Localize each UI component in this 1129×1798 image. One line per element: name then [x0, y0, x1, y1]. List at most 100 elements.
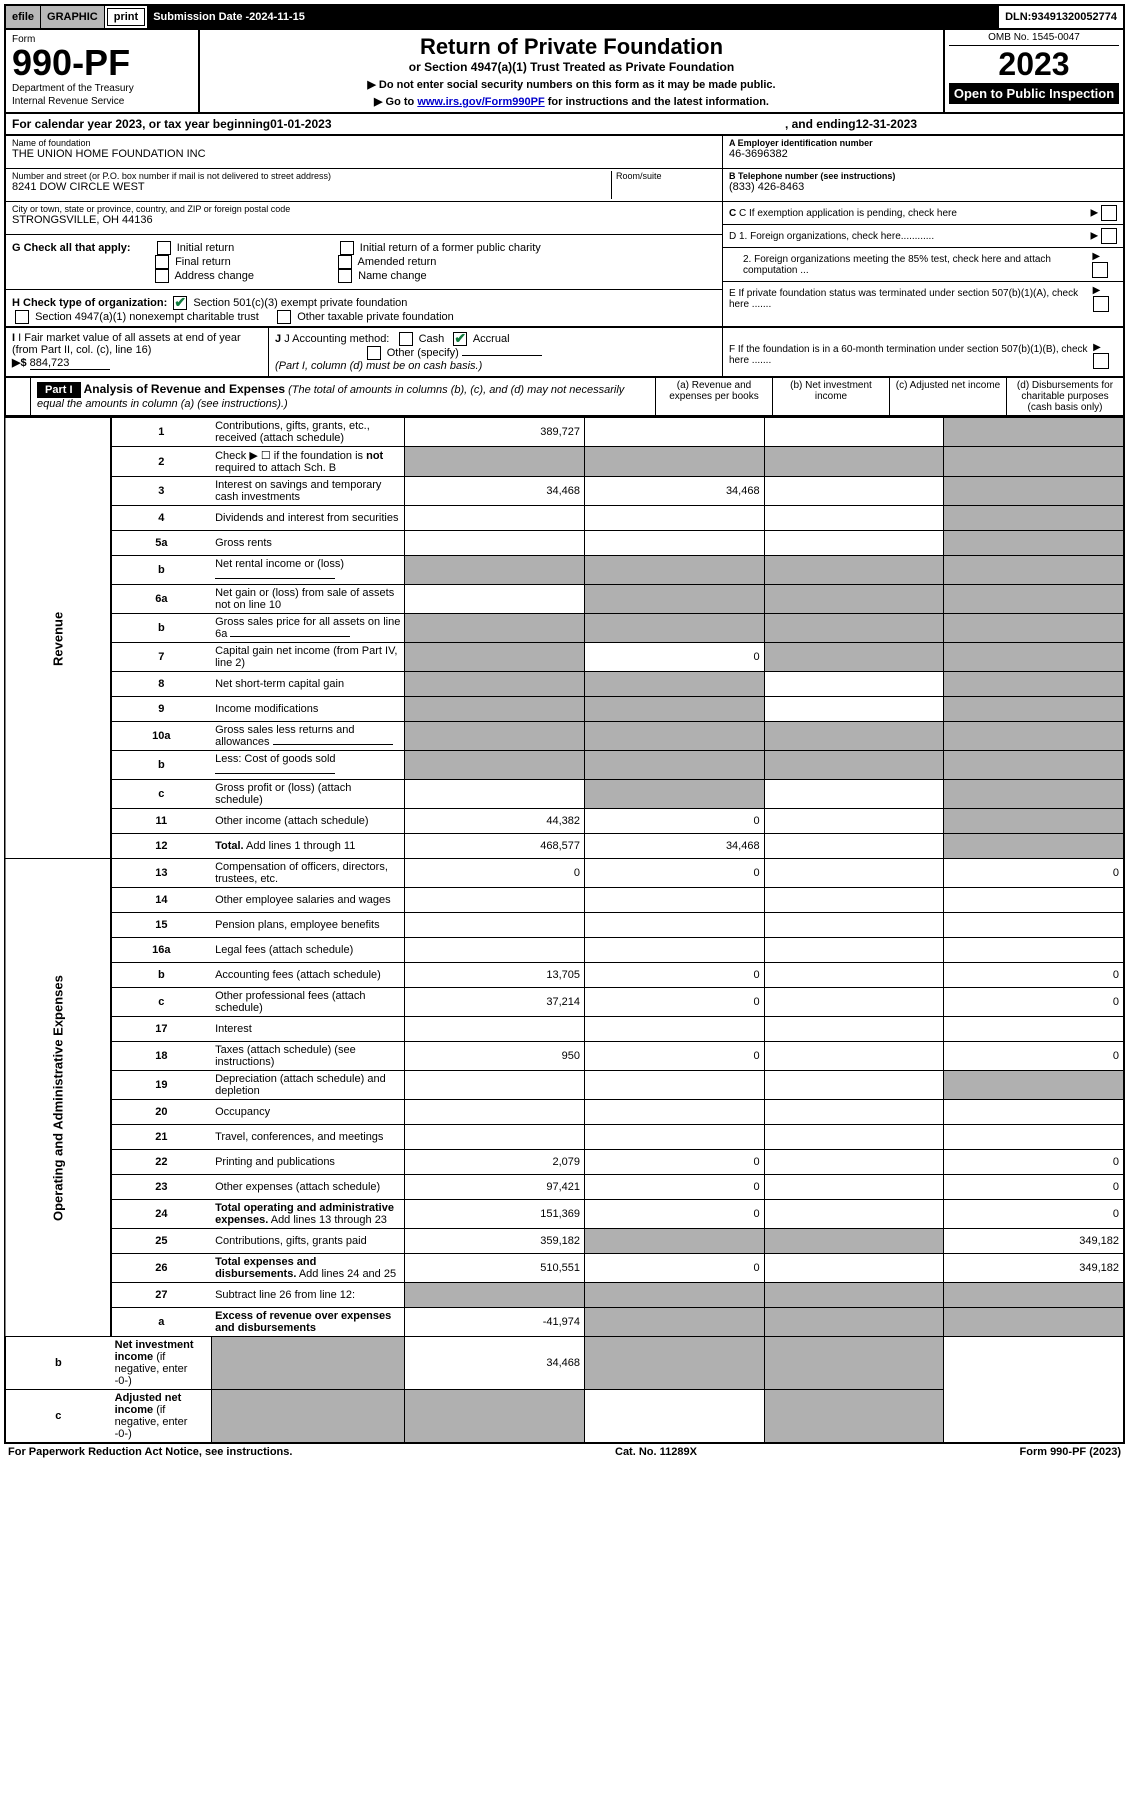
cell-c	[585, 1337, 765, 1390]
cell-a	[405, 531, 585, 556]
chk-c[interactable]	[1101, 205, 1117, 221]
dln-lbl: DLN:	[1005, 11, 1031, 23]
chk-initial-return[interactable]	[157, 241, 171, 255]
chk-other-taxable[interactable]	[277, 310, 291, 324]
cell-d: 0	[944, 1042, 1124, 1071]
g-opt-0: Initial return	[177, 242, 234, 254]
colhead-d: (d) Disbursements for charitable purpose…	[1006, 378, 1123, 415]
instr-link[interactable]: www.irs.gov/Form990PF	[417, 96, 544, 108]
cell-b	[585, 531, 765, 556]
chk-501c3[interactable]	[173, 296, 187, 310]
chk-4947[interactable]	[15, 310, 29, 324]
row-desc: Gross sales price for all assets on line…	[211, 614, 405, 643]
chk-d2[interactable]	[1092, 262, 1108, 278]
cell-d	[944, 809, 1124, 834]
c-lbl: C If exemption application is pending, c…	[739, 208, 957, 219]
row-desc: Interest	[211, 1017, 405, 1042]
row-desc: Contributions, gifts, grants, etc., rece…	[211, 418, 405, 447]
cell-a: 950	[405, 1042, 585, 1071]
cell-c	[764, 1100, 944, 1125]
cell-b	[585, 913, 765, 938]
submission-date: Submission Date - 2024-11-15	[147, 6, 999, 28]
chk-d1[interactable]	[1101, 228, 1117, 244]
cell-b: 34,468	[585, 834, 765, 859]
row-num: b	[111, 556, 211, 585]
chk-name-change[interactable]	[338, 269, 352, 283]
row-desc: Net gain or (loss) from sale of assets n…	[211, 585, 405, 614]
header-left: Form 990-PF Department of the Treasury I…	[6, 30, 200, 112]
cell-d	[944, 913, 1124, 938]
cell-c	[764, 1254, 944, 1283]
cell-b	[405, 1390, 585, 1444]
g-opt-1: Initial return of a former public charit…	[360, 242, 541, 254]
chk-e[interactable]	[1093, 296, 1109, 312]
row-desc: Depreciation (attach schedule) and deple…	[211, 1071, 405, 1100]
row-desc: Legal fees (attach schedule)	[211, 938, 405, 963]
cell-b	[585, 506, 765, 531]
calyear-end: 12-31-2023	[856, 117, 917, 131]
h-o2: Section 4947(a)(1) nonexempt charitable …	[35, 311, 259, 323]
cell-c	[764, 614, 944, 643]
cell-c	[764, 1308, 944, 1337]
cell-d	[944, 477, 1124, 506]
cell-a: 44,382	[405, 809, 585, 834]
d1-section: D 1. Foreign organizations, check here..…	[723, 225, 1123, 248]
row-desc: Dividends and interest from securities	[211, 506, 405, 531]
chk-final[interactable]	[155, 255, 169, 269]
footer-left: For Paperwork Reduction Act Notice, see …	[8, 1446, 292, 1458]
cell-d	[944, 1017, 1124, 1042]
cell-b	[585, 751, 765, 780]
row-desc: Interest on savings and temporary cash i…	[211, 477, 405, 506]
row-num: a	[111, 1308, 211, 1337]
chk-accrual[interactable]	[453, 332, 467, 346]
row-num: 22	[111, 1150, 211, 1175]
chk-addr-change[interactable]	[155, 269, 169, 283]
main-table: Revenue1Contributions, gifts, grants, et…	[4, 417, 1125, 1444]
cell-c	[764, 722, 944, 751]
cell-a	[405, 1017, 585, 1042]
graphic-label: GRAPHIC	[41, 6, 105, 28]
chk-other-method[interactable]	[367, 346, 381, 360]
chk-amended[interactable]	[338, 255, 352, 269]
row-num: c	[111, 780, 211, 809]
cell-a	[405, 780, 585, 809]
row-desc: Other employee salaries and wages	[211, 888, 405, 913]
e-section: E If private foundation status was termi…	[723, 282, 1123, 315]
cell-d	[764, 1337, 944, 1390]
efile-label: efile	[6, 6, 41, 28]
cell-d: 0	[944, 963, 1124, 988]
ij-left: I I Fair market value of all assets at e…	[6, 328, 723, 376]
cell-a	[405, 556, 585, 585]
cell-a	[405, 447, 585, 477]
addr-val: 8241 DOW CIRCLE WEST	[12, 181, 611, 193]
row-desc: Accounting fees (attach schedule)	[211, 963, 405, 988]
row-num: 27	[111, 1283, 211, 1308]
chk-initial-former[interactable]	[340, 241, 354, 255]
instr1: ▶ Do not enter social security numbers o…	[208, 78, 935, 91]
f-right: F If the foundation is in a 60-month ter…	[723, 328, 1123, 376]
chk-f[interactable]	[1093, 353, 1109, 369]
j-cash: Cash	[419, 333, 445, 345]
form-header: Form 990-PF Department of the Treasury I…	[4, 30, 1125, 114]
cell-d	[944, 447, 1124, 477]
row-desc: Capital gain net income (from Part IV, l…	[211, 643, 405, 672]
cell-b	[585, 1100, 765, 1125]
chk-cash[interactable]	[399, 332, 413, 346]
cell-b: 0	[585, 1200, 765, 1229]
footer: For Paperwork Reduction Act Notice, see …	[4, 1444, 1125, 1460]
calyear-pre: For calendar year 2023, or tax year begi…	[12, 117, 270, 131]
cell-b: 0	[585, 1150, 765, 1175]
cell-b	[585, 672, 765, 697]
cell-c	[764, 556, 944, 585]
cell-c	[764, 1071, 944, 1100]
print-button[interactable]: print	[107, 8, 145, 26]
cell-a	[211, 1337, 405, 1390]
row-desc: Net rental income or (loss)	[211, 556, 405, 585]
city-cell: City or town, state or province, country…	[6, 202, 722, 235]
cell-d	[944, 938, 1124, 963]
a-cell: A Employer identification number 46-3696…	[723, 136, 1123, 169]
form-title: Return of Private Foundation	[208, 34, 935, 60]
cell-c	[764, 888, 944, 913]
cell-b	[585, 1283, 765, 1308]
cell-d	[944, 780, 1124, 809]
